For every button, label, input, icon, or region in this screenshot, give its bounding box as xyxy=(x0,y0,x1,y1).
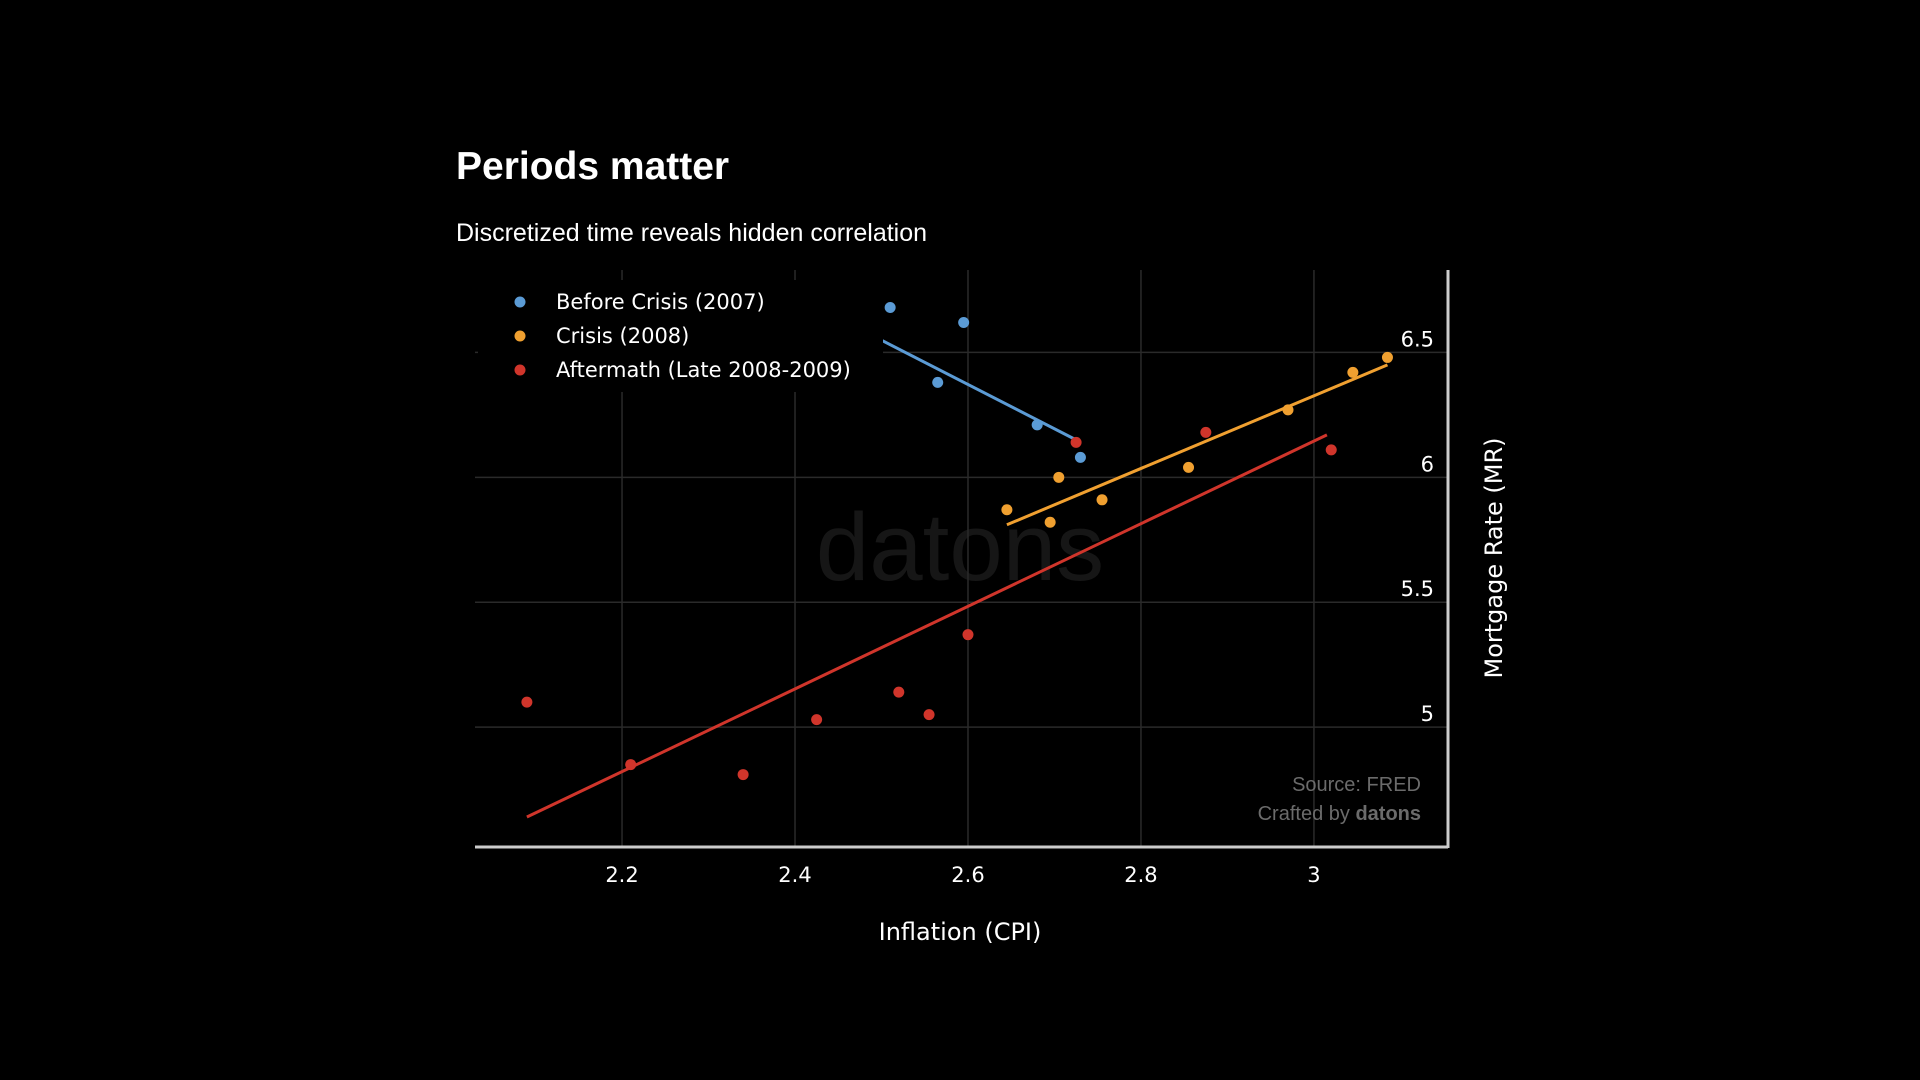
data-point-series-1[interactable] xyxy=(958,316,970,328)
data-point-series-2[interactable] xyxy=(1347,366,1359,378)
legend-item-series-3[interactable]: Aftermath (Late 2008-2009) xyxy=(556,358,851,382)
y-tick-label: 5 xyxy=(1421,702,1434,726)
legend-item-series-2[interactable]: Crisis (2008) xyxy=(556,324,689,348)
data-point-series-3[interactable] xyxy=(811,714,823,726)
legend-background xyxy=(478,280,883,392)
data-point-series-1[interactable] xyxy=(932,376,944,388)
chart-subtitle: Discretized time reveals hidden correlat… xyxy=(456,219,927,247)
data-point-series-1[interactable] xyxy=(1031,419,1043,431)
credit-prefix: Crafted by xyxy=(1258,803,1356,825)
y-axis-label: Mortgage Rate (MR) xyxy=(1480,437,1508,678)
x-tick-labels: 2.2 2.4 2.6 2.8 3 xyxy=(605,863,1320,887)
data-point-series-3[interactable] xyxy=(1325,444,1337,456)
data-point-series-3[interactable] xyxy=(923,709,935,721)
data-point-series-3[interactable] xyxy=(521,696,533,708)
data-point-series-1[interactable] xyxy=(884,301,896,313)
x-tick-label: 2.6 xyxy=(951,863,984,887)
data-point-series-3[interactable] xyxy=(1200,426,1212,438)
y-tick-labels: 5 5.5 6 6.5 xyxy=(1401,327,1434,726)
data-point-series-2[interactable] xyxy=(1044,516,1056,528)
data-point-series-2[interactable] xyxy=(1183,461,1195,473)
x-tick-label: 2.2 xyxy=(605,863,638,887)
y-tick-label: 6.5 xyxy=(1401,327,1434,351)
data-point-series-2[interactable] xyxy=(1001,504,1013,516)
legend-marker-series-2 xyxy=(514,330,526,342)
source-note: Source: FRED xyxy=(1292,774,1421,796)
chart-title: Periods matter xyxy=(456,145,729,188)
y-tick-label: 6 xyxy=(1421,452,1434,476)
trend-line-series-2 xyxy=(1006,363,1389,527)
watermark: datons xyxy=(816,494,1104,601)
x-tick-label: 3 xyxy=(1307,863,1320,887)
credit-brand: datons xyxy=(1355,803,1421,825)
legend[interactable]: Before Crisis (2007) Crisis (2008) Afterma… xyxy=(478,280,883,392)
data-point-series-3[interactable] xyxy=(737,769,749,781)
trend-line-series-3 xyxy=(526,433,1328,819)
data-point-series-2[interactable] xyxy=(1282,404,1294,416)
data-point-series-3[interactable] xyxy=(962,629,974,641)
credit-note: Crafted by datons xyxy=(1258,803,1421,825)
data-point-series-2[interactable] xyxy=(1381,351,1393,363)
x-tick-label: 2.4 xyxy=(778,863,811,887)
data-point-series-2[interactable] xyxy=(1053,471,1065,483)
legend-marker-series-1 xyxy=(514,296,526,308)
legend-marker-series-3 xyxy=(514,364,526,376)
x-tick-label: 2.8 xyxy=(1124,863,1157,887)
data-point-series-1[interactable] xyxy=(1074,451,1086,463)
legend-item-series-1[interactable]: Before Crisis (2007) xyxy=(556,290,765,314)
y-tick-label: 5.5 xyxy=(1401,577,1434,601)
data-point-series-3[interactable] xyxy=(625,759,637,771)
data-point-series-3[interactable] xyxy=(1070,436,1082,448)
data-point-series-2[interactable] xyxy=(1096,494,1108,506)
data-point-series-3[interactable] xyxy=(893,686,905,698)
x-axis-label: Inflation (CPI) xyxy=(879,918,1042,946)
